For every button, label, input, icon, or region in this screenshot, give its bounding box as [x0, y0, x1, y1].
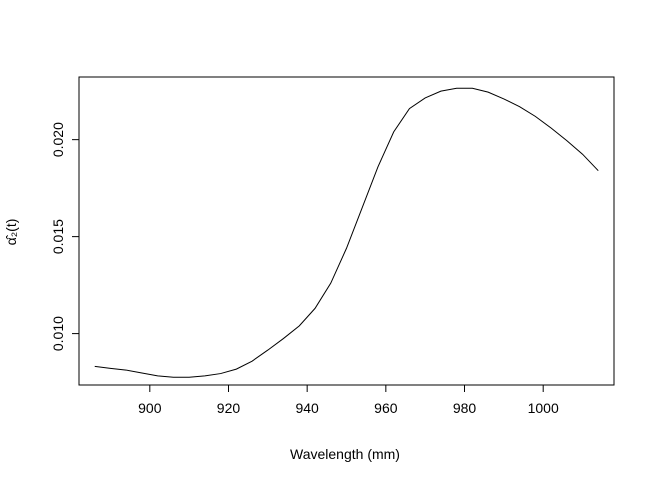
y-tick-label: 0.010: [50, 316, 66, 351]
y-axis: 0.010 0.015 0.020: [50, 122, 80, 351]
y-tick-label: 0.020: [50, 122, 66, 157]
series-line: [94, 87, 599, 378]
plot-frame: [78, 76, 615, 386]
x-axis-title: Wavelength (mm): [290, 446, 400, 462]
x-tick-label: 960: [374, 400, 398, 416]
x-tick-label: 980: [453, 400, 477, 416]
x-tick-label: 900: [138, 400, 162, 416]
x-axis: 900 920 940 960 980 1000: [138, 384, 559, 416]
y-axis-title: α̂₂(t): [3, 219, 19, 246]
y-tick-label: 0.015: [50, 219, 66, 254]
x-tick-label: 920: [217, 400, 241, 416]
x-tick-label: 940: [295, 400, 319, 416]
x-tick-label: 1000: [528, 400, 559, 416]
